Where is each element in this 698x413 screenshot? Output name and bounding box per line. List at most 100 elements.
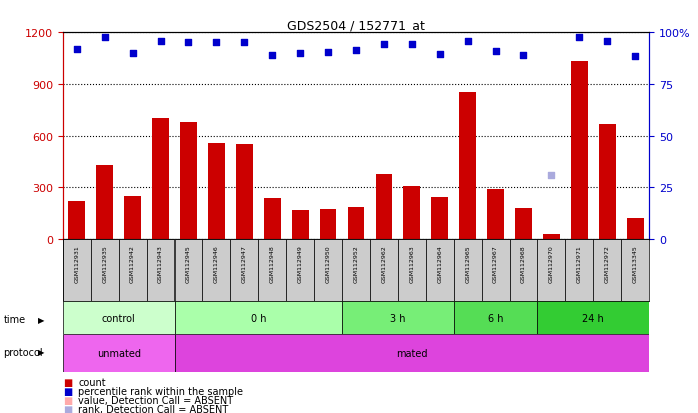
Text: 3 h: 3 h bbox=[390, 313, 406, 323]
Bar bbox=[174, 335, 649, 372]
Text: 24 h: 24 h bbox=[582, 313, 604, 323]
Text: GSM113345: GSM113345 bbox=[632, 244, 638, 282]
Bar bbox=[264, 198, 281, 240]
Text: GSM112964: GSM112964 bbox=[437, 244, 443, 282]
Point bbox=[574, 35, 585, 42]
Bar bbox=[68, 202, 85, 240]
Bar bbox=[147, 240, 174, 301]
Point bbox=[434, 51, 445, 58]
Text: GSM112962: GSM112962 bbox=[381, 244, 387, 282]
Bar bbox=[96, 166, 113, 240]
Text: control: control bbox=[102, 313, 135, 323]
Text: GSM112946: GSM112946 bbox=[214, 244, 219, 282]
Bar bbox=[119, 240, 147, 301]
Text: GSM112942: GSM112942 bbox=[130, 244, 135, 282]
Text: ▶: ▶ bbox=[38, 347, 45, 356]
Bar bbox=[621, 240, 649, 301]
Text: GSM112967: GSM112967 bbox=[493, 244, 498, 282]
Bar bbox=[459, 93, 476, 240]
Bar bbox=[180, 123, 197, 240]
Bar bbox=[286, 240, 314, 301]
Bar bbox=[342, 240, 370, 301]
Text: GSM112935: GSM112935 bbox=[102, 244, 107, 282]
Bar bbox=[398, 240, 426, 301]
Text: GSM112947: GSM112947 bbox=[242, 244, 247, 282]
Text: GSM112948: GSM112948 bbox=[269, 244, 275, 282]
Point bbox=[462, 38, 473, 45]
Bar bbox=[314, 240, 342, 301]
Bar bbox=[63, 301, 174, 335]
Bar bbox=[537, 301, 649, 335]
Point bbox=[267, 53, 278, 59]
Text: 0 h: 0 h bbox=[251, 313, 266, 323]
Bar bbox=[426, 240, 454, 301]
Text: ▶: ▶ bbox=[38, 315, 45, 324]
Bar bbox=[487, 190, 504, 240]
Point bbox=[378, 42, 389, 48]
Text: GSM112943: GSM112943 bbox=[158, 244, 163, 282]
Point bbox=[99, 35, 110, 42]
Point bbox=[183, 39, 194, 46]
Text: value, Detection Call = ABSENT: value, Detection Call = ABSENT bbox=[78, 395, 233, 405]
Bar bbox=[515, 209, 532, 240]
Bar bbox=[454, 240, 482, 301]
Point bbox=[211, 40, 222, 47]
Bar bbox=[258, 240, 286, 301]
Text: protocol: protocol bbox=[3, 347, 43, 357]
Text: GSM112950: GSM112950 bbox=[325, 244, 331, 282]
Bar bbox=[431, 197, 448, 240]
Text: 6 h: 6 h bbox=[488, 313, 503, 323]
Bar bbox=[292, 210, 309, 240]
Text: ■: ■ bbox=[63, 404, 72, 413]
Bar bbox=[571, 62, 588, 240]
Text: GSM112952: GSM112952 bbox=[353, 244, 359, 282]
Point bbox=[602, 38, 613, 45]
Bar bbox=[208, 143, 225, 240]
Bar bbox=[403, 186, 420, 240]
Text: ■: ■ bbox=[63, 377, 72, 387]
Point bbox=[406, 42, 417, 48]
Point bbox=[295, 50, 306, 57]
Bar bbox=[482, 240, 510, 301]
Bar bbox=[63, 240, 91, 301]
Bar bbox=[320, 209, 336, 240]
Text: GSM112972: GSM112972 bbox=[604, 244, 610, 282]
Bar bbox=[91, 240, 119, 301]
Bar bbox=[454, 301, 537, 335]
Bar bbox=[627, 219, 644, 240]
Bar bbox=[342, 301, 454, 335]
Bar bbox=[230, 240, 258, 301]
Bar bbox=[376, 174, 392, 240]
Text: mated: mated bbox=[396, 348, 428, 358]
Bar bbox=[124, 197, 141, 240]
Bar bbox=[537, 240, 565, 301]
Text: time: time bbox=[3, 315, 26, 325]
Text: ■: ■ bbox=[63, 386, 72, 396]
Text: count: count bbox=[78, 377, 106, 387]
Bar bbox=[543, 235, 560, 240]
Point bbox=[71, 47, 82, 54]
Bar bbox=[348, 208, 364, 240]
Bar bbox=[565, 240, 593, 301]
Title: GDS2504 / 152771_at: GDS2504 / 152771_at bbox=[287, 19, 425, 32]
Point bbox=[127, 50, 138, 57]
Bar bbox=[152, 119, 169, 240]
Point bbox=[239, 39, 250, 46]
Text: GSM112945: GSM112945 bbox=[186, 244, 191, 282]
Point bbox=[518, 53, 529, 59]
Bar bbox=[599, 124, 616, 240]
Text: ■: ■ bbox=[63, 395, 72, 405]
Point bbox=[630, 54, 641, 60]
Bar bbox=[202, 240, 230, 301]
Point bbox=[490, 49, 501, 55]
Bar bbox=[593, 240, 621, 301]
Text: GSM112949: GSM112949 bbox=[297, 244, 303, 282]
Bar bbox=[174, 301, 342, 335]
Bar bbox=[370, 240, 398, 301]
Bar bbox=[236, 145, 253, 240]
Bar bbox=[63, 335, 174, 372]
Bar bbox=[174, 240, 202, 301]
Text: percentile rank within the sample: percentile rank within the sample bbox=[78, 386, 243, 396]
Point bbox=[546, 173, 557, 179]
Point bbox=[322, 50, 334, 56]
